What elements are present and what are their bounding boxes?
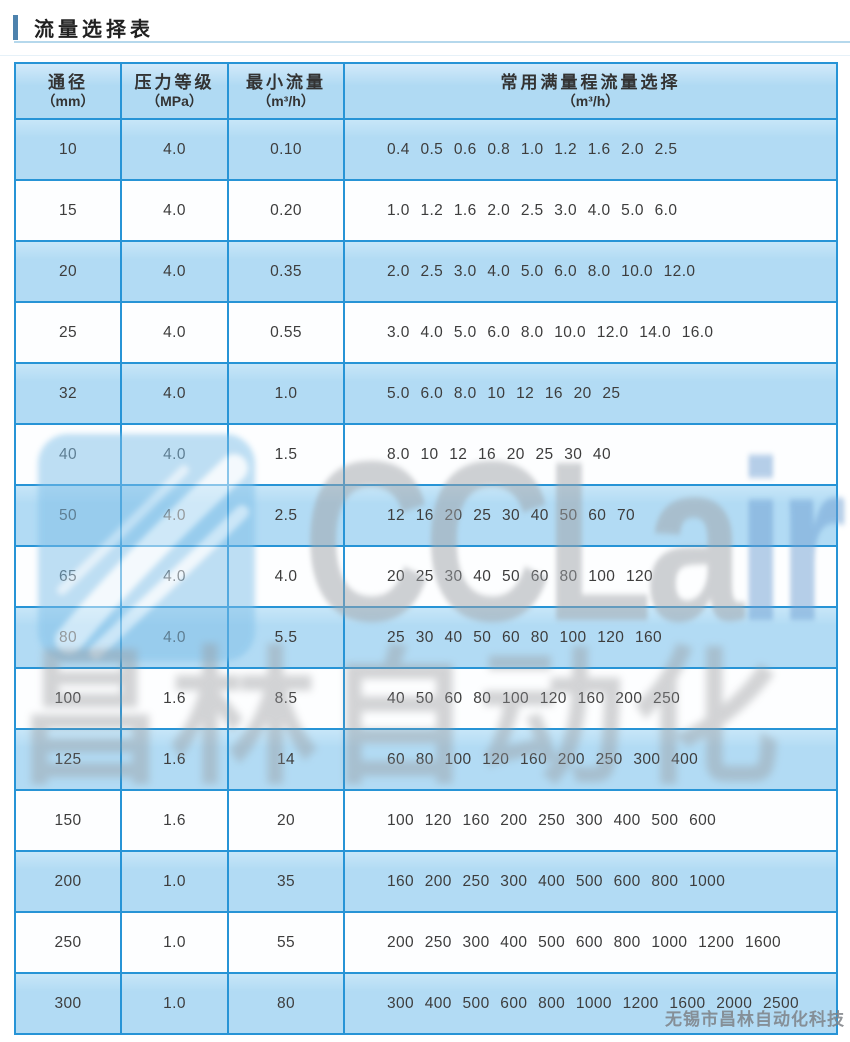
column-header: 常用满量程流量选择 （m³/h） [343, 62, 838, 120]
column-header-unit: （MPa） [146, 93, 203, 110]
table-row: 100 1.6 8.5 40 50 60 80 100 120 160 200 … [14, 667, 838, 730]
cell-full-scale-options: 2.0 2.5 3.0 4.0 5.0 6.0 8.0 10.0 12.0 [343, 240, 838, 303]
cell-full-scale-options: 1.0 1.2 1.6 2.0 2.5 3.0 4.0 5.0 6.0 [343, 179, 838, 242]
cell-min-flow: 55 [227, 911, 345, 974]
cell-pressure-grade: 4.0 [120, 118, 229, 181]
cell-min-flow: 80 [227, 972, 345, 1035]
table-row: 40 4.0 1.5 8.0 10 12 16 20 25 30 40 [14, 423, 838, 486]
table-row: 200 1.0 35 160 200 250 300 400 500 600 8… [14, 850, 838, 913]
table-row: 65 4.0 4.0 20 25 30 40 50 60 80 100 120 [14, 545, 838, 608]
cell-min-flow: 0.55 [227, 301, 345, 364]
cell-pressure-grade: 1.6 [120, 728, 229, 791]
cell-full-scale-options: 40 50 60 80 100 120 160 200 250 [343, 667, 838, 730]
cell-min-flow: 1.5 [227, 423, 345, 486]
cell-min-flow: 8.5 [227, 667, 345, 730]
column-header-unit: （m³/h） [561, 93, 620, 110]
cell-full-scale-options: 20 25 30 40 50 60 80 100 120 [343, 545, 838, 608]
cell-full-scale-options: 5.0 6.0 8.0 10 12 16 20 25 [343, 362, 838, 425]
cell-min-flow: 2.5 [227, 484, 345, 547]
title-underline [14, 41, 850, 43]
cell-pressure-grade: 4.0 [120, 484, 229, 547]
cell-diameter: 80 [14, 606, 122, 669]
column-header: 压力等级 （MPa） [120, 62, 229, 120]
cell-full-scale-options: 8.0 10 12 16 20 25 30 40 [343, 423, 838, 486]
cell-min-flow: 14 [227, 728, 345, 791]
title-underline-faint [0, 55, 850, 56]
cell-pressure-grade: 4.0 [120, 545, 229, 608]
table-row: 50 4.0 2.5 12 16 20 25 30 40 50 60 70 [14, 484, 838, 547]
cell-full-scale-options: 160 200 250 300 400 500 600 800 1000 [343, 850, 838, 913]
cell-diameter: 300 [14, 972, 122, 1035]
table-row: 25 4.0 0.55 3.0 4.0 5.0 6.0 8.0 10.0 12.… [14, 301, 838, 364]
page-title: 流量选择表 [34, 19, 154, 41]
cell-diameter: 20 [14, 240, 122, 303]
column-header-label: 最小流量 [246, 72, 326, 92]
cell-diameter: 25 [14, 301, 122, 364]
cell-min-flow: 35 [227, 850, 345, 913]
cell-diameter: 32 [14, 362, 122, 425]
table-row: 300 1.0 80 300 400 500 600 800 1000 1200… [14, 972, 838, 1035]
cell-full-scale-options: 300 400 500 600 800 1000 1200 1600 2000 … [343, 972, 838, 1035]
cell-pressure-grade: 4.0 [120, 362, 229, 425]
title-accent-bar [13, 15, 18, 40]
column-header: 通径 （mm） [14, 62, 122, 120]
cell-full-scale-options: 25 30 40 50 60 80 100 120 160 [343, 606, 838, 669]
cell-pressure-grade: 1.0 [120, 972, 229, 1035]
cell-full-scale-options: 3.0 4.0 5.0 6.0 8.0 10.0 12.0 14.0 16.0 [343, 301, 838, 364]
cell-pressure-grade: 4.0 [120, 301, 229, 364]
cell-full-scale-options: 100 120 160 200 250 300 400 500 600 [343, 789, 838, 852]
cell-pressure-grade: 1.0 [120, 911, 229, 974]
table-row: 150 1.6 20 100 120 160 200 250 300 400 5… [14, 789, 838, 852]
cell-pressure-grade: 1.6 [120, 667, 229, 730]
cell-pressure-grade: 4.0 [120, 179, 229, 242]
cell-diameter: 200 [14, 850, 122, 913]
cell-diameter: 150 [14, 789, 122, 852]
cell-diameter: 40 [14, 423, 122, 486]
cell-full-scale-options: 0.4 0.5 0.6 0.8 1.0 1.2 1.6 2.0 2.5 [343, 118, 838, 181]
cell-min-flow: 5.5 [227, 606, 345, 669]
column-header-unit: （mm） [41, 93, 95, 110]
cell-diameter: 100 [14, 667, 122, 730]
flow-selection-table: 通径 （mm） 压力等级 （MPa） 最小流量 （m³/h） 常用满量程流量选择… [14, 62, 838, 1035]
cell-min-flow: 1.0 [227, 362, 345, 425]
cell-min-flow: 4.0 [227, 545, 345, 608]
table-row: 80 4.0 5.5 25 30 40 50 60 80 100 120 160 [14, 606, 838, 669]
table-row: 10 4.0 0.10 0.4 0.5 0.6 0.8 1.0 1.2 1.6 … [14, 118, 838, 181]
column-header-label: 通径 [48, 72, 88, 92]
cell-min-flow: 0.10 [227, 118, 345, 181]
cell-pressure-grade: 4.0 [120, 606, 229, 669]
cell-pressure-grade: 4.0 [120, 423, 229, 486]
column-header-label: 压力等级 [134, 72, 215, 92]
table-row: 250 1.0 55 200 250 300 400 500 600 800 1… [14, 911, 838, 974]
cell-min-flow: 0.20 [227, 179, 345, 242]
table-row: 125 1.6 14 60 80 100 120 160 200 250 300… [14, 728, 838, 791]
table-row: 32 4.0 1.0 5.0 6.0 8.0 10 12 16 20 25 [14, 362, 838, 425]
cell-min-flow: 0.35 [227, 240, 345, 303]
column-header-label: 常用满量程流量选择 [500, 72, 681, 92]
section-title-row: 流量选择表 [13, 13, 154, 42]
cell-diameter: 125 [14, 728, 122, 791]
cell-full-scale-options: 12 16 20 25 30 40 50 60 70 [343, 484, 838, 547]
table-row: 15 4.0 0.20 1.0 1.2 1.6 2.0 2.5 3.0 4.0 … [14, 179, 838, 242]
column-header-unit: （m³/h） [257, 93, 315, 110]
cell-full-scale-options: 200 250 300 400 500 600 800 1000 1200 16… [343, 911, 838, 974]
cell-min-flow: 20 [227, 789, 345, 852]
cell-diameter: 250 [14, 911, 122, 974]
column-header: 最小流量 （m³/h） [227, 62, 345, 120]
cell-diameter: 10 [14, 118, 122, 181]
cell-pressure-grade: 1.0 [120, 850, 229, 913]
cell-pressure-grade: 1.6 [120, 789, 229, 852]
cell-diameter: 65 [14, 545, 122, 608]
table-header-row: 通径 （mm） 压力等级 （MPa） 最小流量 （m³/h） 常用满量程流量选择… [14, 62, 838, 120]
cell-pressure-grade: 4.0 [120, 240, 229, 303]
table-row: 20 4.0 0.35 2.0 2.5 3.0 4.0 5.0 6.0 8.0 … [14, 240, 838, 303]
cell-full-scale-options: 60 80 100 120 160 200 250 300 400 [343, 728, 838, 791]
cell-diameter: 15 [14, 179, 122, 242]
cell-diameter: 50 [14, 484, 122, 547]
